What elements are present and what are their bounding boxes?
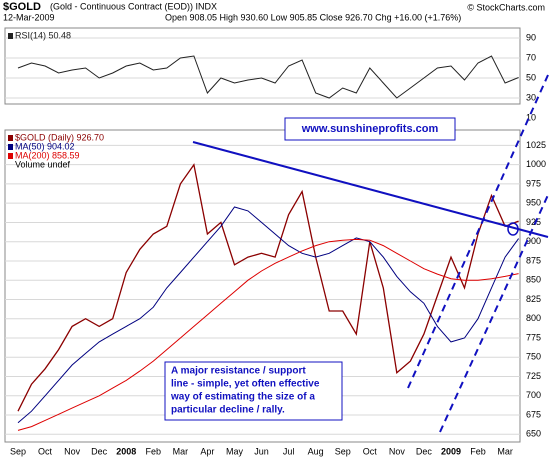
x-tick-label: Sep	[335, 446, 351, 456]
x-tick-label: Mar	[173, 446, 189, 456]
x-tick-label: Apr	[200, 446, 214, 456]
y-tick-label: 750	[526, 352, 541, 362]
rsi-panel	[4, 27, 521, 105]
y-tick-label: 30	[526, 92, 536, 102]
x-tick-label: Mar	[497, 446, 513, 456]
y-tick-label: 1025	[526, 140, 546, 150]
legend-swatch	[8, 135, 13, 141]
x-tick-label: Oct	[38, 446, 53, 456]
y-tick-label: 875	[526, 255, 541, 265]
quote: Open 908.05 High 930.60 Low 905.85 Close…	[165, 12, 461, 22]
date: 12-Mar-2009	[3, 12, 55, 22]
y-tick-label: 725	[526, 371, 541, 381]
legend-label: MA(200) 858.59	[15, 150, 80, 160]
x-tick-label: 2008	[116, 446, 136, 456]
x-tick-label: Sep	[10, 446, 26, 456]
x-tick-label: 2009	[441, 446, 461, 456]
credit: © StockCharts.com	[467, 2, 545, 12]
marker	[507, 222, 519, 236]
x-tick-label: Feb	[470, 446, 486, 456]
y-tick-label: 675	[526, 409, 541, 419]
x-tick-label: Oct	[363, 446, 378, 456]
channel-lower	[439, 194, 549, 433]
y-tick-label: 650	[526, 429, 541, 439]
channel-upper	[407, 74, 549, 389]
y-tick-label: 10	[526, 112, 536, 122]
y-tick-label: 850	[526, 275, 541, 285]
description: (Gold - Continuous Contract (EOD)) INDX	[50, 1, 217, 11]
x-tick-label: May	[226, 446, 244, 456]
legend-label: Volume undef	[15, 159, 71, 169]
note-box	[164, 361, 343, 421]
legend-label: $GOLD (Daily) 926.70	[15, 132, 104, 142]
x-tick-label: Nov	[64, 446, 81, 456]
x-tick-label: Jul	[283, 446, 295, 456]
x-tick-label: Dec	[91, 446, 108, 456]
legend-swatch	[8, 153, 13, 159]
note-line: way of estimating the size of a	[170, 392, 315, 403]
x-tick-label: Jun	[254, 446, 269, 456]
x-tick-label: Nov	[389, 446, 406, 456]
legend-label: RSI(14) 50.48	[15, 30, 71, 40]
legend-swatch	[8, 33, 13, 39]
series-line	[17, 55, 519, 99]
y-tick-label: 1000	[526, 159, 546, 169]
symbol: $GOLD	[3, 1, 41, 13]
series-line	[17, 238, 519, 431]
legend-label: MA(50) 904.02	[15, 141, 75, 151]
y-tick-label: 975	[526, 178, 541, 188]
note-line: line - simple, yet often effective	[171, 379, 320, 390]
x-tick-label: Feb	[146, 446, 162, 456]
website: www.sunshineprofits.com	[301, 123, 439, 135]
y-tick-label: 90	[526, 32, 536, 42]
note-line: A major resistance / support	[171, 366, 306, 377]
resistance-line	[192, 141, 549, 238]
y-tick-label: 775	[526, 332, 541, 342]
y-tick-label: 900	[526, 236, 541, 246]
series-line	[17, 163, 519, 412]
x-tick-label: Dec	[416, 446, 433, 456]
legend-swatch	[8, 144, 13, 150]
y-tick-label: 700	[526, 390, 541, 400]
series-line	[17, 206, 520, 424]
note-line: particular decline / rally.	[171, 405, 285, 416]
y-tick-label: 70	[526, 52, 536, 62]
y-tick-label: 825	[526, 294, 541, 304]
y-tick-label: 800	[526, 313, 541, 323]
y-tick-label: 925	[526, 217, 541, 227]
website-box	[284, 117, 456, 141]
y-tick-label: 950	[526, 198, 541, 208]
y-tick-label: 50	[526, 72, 536, 82]
x-tick-label: Aug	[308, 446, 324, 456]
